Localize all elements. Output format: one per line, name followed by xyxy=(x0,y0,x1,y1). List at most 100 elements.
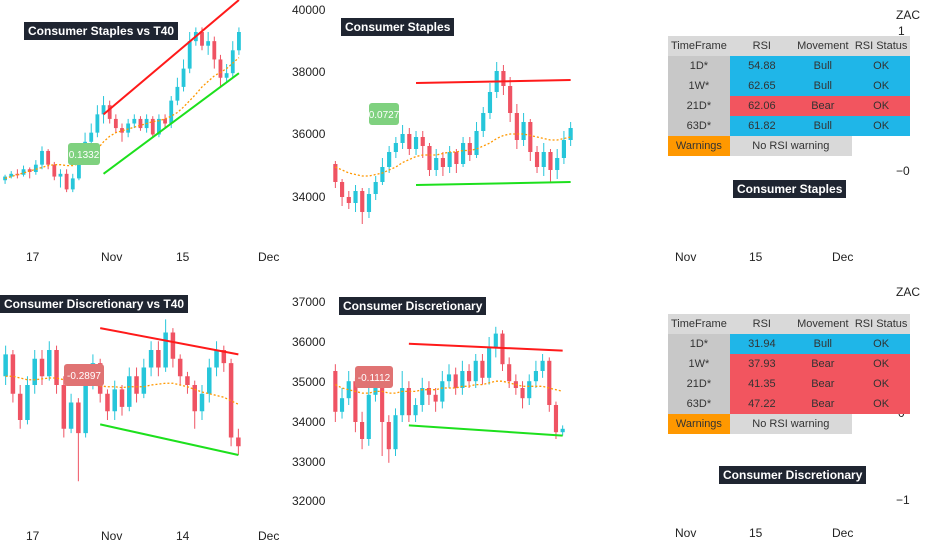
candle-body xyxy=(548,152,553,170)
x-tick-14-b: 14 xyxy=(176,529,190,543)
candle-body xyxy=(200,32,204,46)
x-tick-15: 15 xyxy=(176,250,190,264)
candle-body xyxy=(387,152,392,167)
candle-body xyxy=(64,173,69,190)
candle-body xyxy=(40,150,44,165)
candle-body xyxy=(447,152,452,167)
candle-body xyxy=(207,367,212,394)
candle-body xyxy=(101,105,106,115)
candle-body xyxy=(17,393,23,420)
candle-body xyxy=(148,350,154,368)
candle-body xyxy=(560,428,565,433)
table-title-discretionary: Consumer Discretionary xyxy=(719,466,867,484)
y-tick-35000: 35000 xyxy=(292,375,326,389)
candle-body xyxy=(420,388,425,405)
y-tick-1-top: 1 xyxy=(898,24,905,38)
cell-movement: Bear xyxy=(793,374,852,394)
candle-body xyxy=(373,182,378,194)
channel-lower-line xyxy=(102,72,240,175)
candle-body xyxy=(10,354,16,394)
warnings-label: Warnings xyxy=(668,414,730,434)
candle-body xyxy=(185,376,190,385)
candle-body xyxy=(508,86,513,113)
rsi-table-staples: TimeFrame RSI Movement RSI Status 1D* 54… xyxy=(668,36,911,156)
candle-body xyxy=(47,350,52,377)
candle-body xyxy=(339,182,345,197)
cell-rsi: 54.88 xyxy=(729,56,794,76)
candle-body xyxy=(119,389,125,407)
candle-body xyxy=(141,367,147,394)
candle-body xyxy=(333,164,338,182)
cell-rsi: 61.82 xyxy=(729,116,794,136)
cell-rsi: 31.94 xyxy=(729,334,794,354)
candle-body xyxy=(150,118,155,135)
value-marker-bubble xyxy=(355,366,393,388)
candle-body xyxy=(33,164,38,172)
candle-body xyxy=(228,363,234,438)
x-tick-nov-r2: Nov xyxy=(675,526,697,540)
channel-upper-line xyxy=(408,342,563,352)
candle-body xyxy=(460,143,466,164)
table-title-staples: Consumer Staples xyxy=(733,180,847,198)
candle-body xyxy=(339,398,345,412)
chart-title-discretionary-vs-t40: Consumer Discretionary vs T40 xyxy=(0,295,189,313)
candle-body xyxy=(181,68,186,87)
cell-movement: Bear xyxy=(793,354,852,374)
x-tick-15-r2: 15 xyxy=(749,526,763,540)
cell-status: OK xyxy=(851,56,911,76)
candle-body xyxy=(3,354,8,377)
cell-timeframe: 21D* xyxy=(668,96,730,116)
candle-body xyxy=(360,422,365,439)
x-tick-dec-r2: Dec xyxy=(832,526,854,540)
candle-body xyxy=(527,381,532,399)
cell-movement: Bull xyxy=(793,116,852,136)
candle-body xyxy=(120,128,124,133)
x-tick-17: 17 xyxy=(26,250,40,264)
candle-body xyxy=(393,143,398,152)
candle-body xyxy=(134,376,139,394)
candle-body xyxy=(58,173,63,177)
moving-average-line xyxy=(4,57,240,180)
candle-body xyxy=(541,152,546,167)
value-marker-bubble xyxy=(68,143,100,165)
candle-body xyxy=(54,350,59,385)
table-row: 21D* 41.35 Bear OK xyxy=(668,374,911,394)
candle-body xyxy=(434,158,439,170)
candle-body xyxy=(481,113,486,131)
y-tick-40000: 40000 xyxy=(292,3,326,17)
y-tick-neg1-bottom: −1 xyxy=(896,493,910,507)
x-tick-dec-b: Dec xyxy=(258,529,280,543)
candle-body xyxy=(533,371,538,382)
candle-body xyxy=(454,152,459,164)
channel-lower-line xyxy=(416,181,571,186)
candle-body xyxy=(68,402,74,429)
candle-body xyxy=(507,364,512,382)
candle-body xyxy=(192,385,197,412)
chart-title-staples-vs-t40: Consumer Staples vs T40 xyxy=(24,22,179,40)
cell-status: OK xyxy=(851,116,911,136)
candle-body xyxy=(61,385,67,429)
candle-body xyxy=(206,41,211,46)
candle-body xyxy=(540,360,545,371)
candle-body xyxy=(212,41,217,60)
candle-body xyxy=(163,118,167,124)
candle-body xyxy=(224,73,229,78)
cell-status: OK xyxy=(851,354,911,374)
candle-body xyxy=(547,360,552,405)
candle-body xyxy=(393,415,398,450)
candle-body xyxy=(77,155,81,179)
candle-body xyxy=(76,402,81,434)
candle-body xyxy=(474,131,479,155)
candle-body xyxy=(460,371,465,388)
candle-body xyxy=(380,377,385,422)
candle-body xyxy=(9,173,14,177)
cell-movement: Bear xyxy=(793,394,852,414)
candle-body xyxy=(21,169,26,175)
warnings-value: No RSI warning xyxy=(729,414,852,434)
candle-body xyxy=(126,123,131,133)
cell-status: OK xyxy=(851,96,911,116)
candle-body xyxy=(446,374,452,382)
moving-average-line xyxy=(5,375,239,405)
cell-movement: Bull xyxy=(793,334,852,354)
